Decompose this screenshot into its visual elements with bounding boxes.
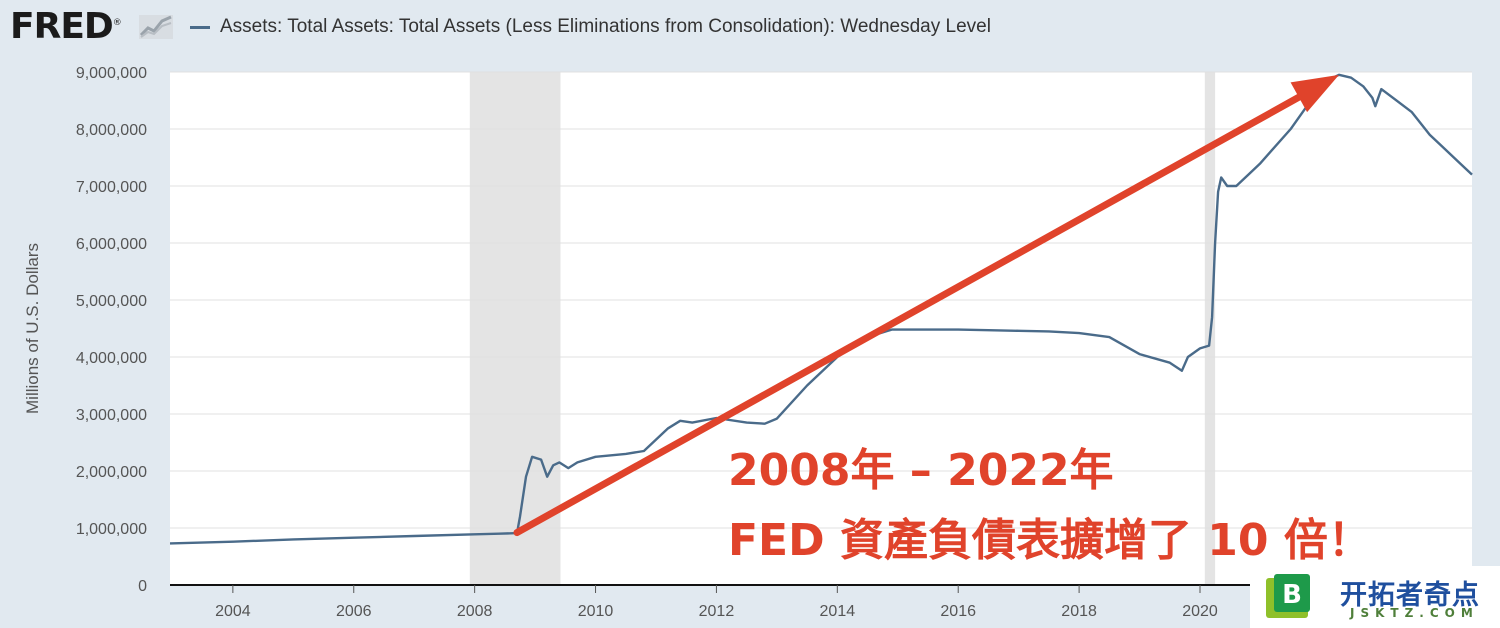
fred-logo[interactable]: FRED® <box>10 6 122 47</box>
y-tick-label: 0 <box>138 578 147 595</box>
y-tick-label: 4,000,000 <box>76 350 147 367</box>
recession-band <box>469 72 561 585</box>
annotation-text: 2008年 – 2022年 <box>728 445 1114 496</box>
y-tick-label: 5,000,000 <box>76 293 147 310</box>
annotation-text: FED 資產負債表擴增了 10 倍！ <box>728 515 1372 566</box>
annotation-arrow-head <box>1290 74 1340 113</box>
x-tick-label: 2012 <box>699 603 735 620</box>
legend-series-label: Assets: Total Assets: Total Assets (Less… <box>220 16 991 37</box>
x-tick-label: 2010 <box>578 603 614 620</box>
fred-logo-mark: ® <box>112 18 122 28</box>
y-tick-label: 2,000,000 <box>76 464 147 481</box>
y-tick-label: 9,000,000 <box>76 65 147 82</box>
x-tick-label: 2008 <box>457 603 493 620</box>
x-tick-label: 2006 <box>336 603 372 620</box>
annotation-arrow-shaft <box>513 93 1303 537</box>
y-tick-label: 8,000,000 <box>76 122 147 139</box>
watermark-title: 开拓者奇点 <box>1340 580 1480 611</box>
watermark: B 开拓者奇点 JSKTZ.COM <box>1250 566 1500 628</box>
badge-letter: B <box>1282 580 1302 610</box>
x-tick-label: 2020 <box>1182 603 1218 620</box>
plot-area <box>170 72 1472 585</box>
x-tick-label: 2014 <box>820 603 856 620</box>
x-tick-label: 2018 <box>1061 603 1097 620</box>
chart-sparkline-icon <box>139 15 173 39</box>
fred-logo-text: FRED <box>10 6 114 47</box>
y-tick-label: 3,000,000 <box>76 407 147 424</box>
x-tick-label: 2004 <box>215 603 251 620</box>
legend-swatch <box>190 26 210 29</box>
y-tick-label: 7,000,000 <box>76 179 147 196</box>
y-tick-label: 6,000,000 <box>76 236 147 253</box>
x-tick-label: 2016 <box>940 603 976 620</box>
y-tick-label: 1,000,000 <box>76 521 147 538</box>
y-axis-label: Millions of U.S. Dollars <box>23 243 42 414</box>
watermark-domain: JSKTZ.COM <box>1350 606 1479 620</box>
bookmark-badge-icon: B <box>1266 574 1310 618</box>
chart-header: FRED® Assets: Total Assets: Total Assets… <box>0 0 1500 56</box>
